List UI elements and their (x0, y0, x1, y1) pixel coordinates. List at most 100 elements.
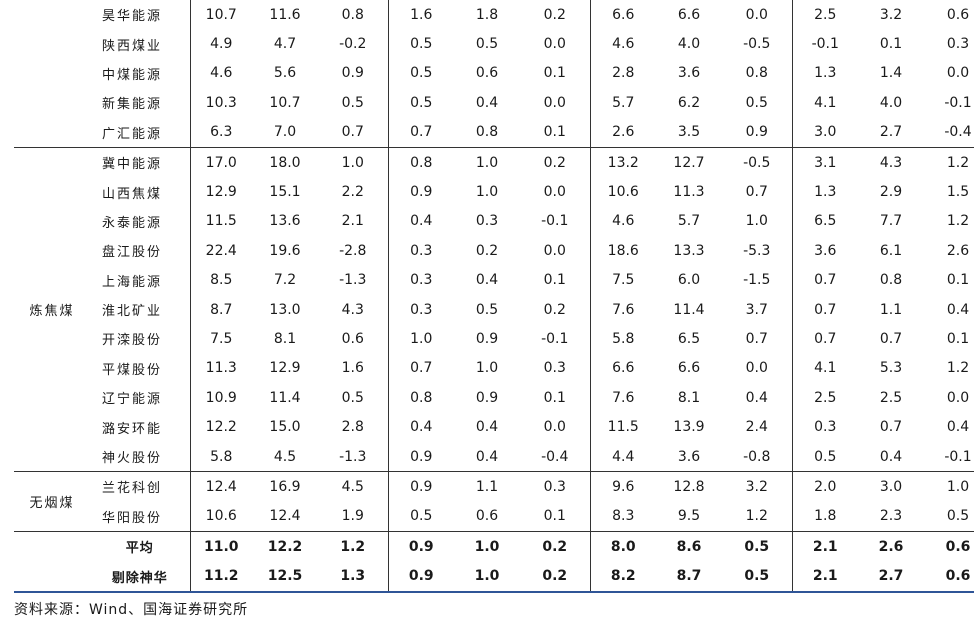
value-cell: 0.2 (475, 242, 499, 259)
value-cell: 1.0 (454, 146, 520, 178)
value-cell: 5.7 (677, 213, 701, 230)
value-cell: 0.5 (722, 531, 793, 562)
value-cell: 0.2 (520, 531, 591, 562)
value-cell: 3.1 (792, 146, 858, 178)
value-cell: 0.7 (814, 301, 837, 318)
value-cell: 6.3 (210, 124, 233, 141)
value-cell: 1.2 (946, 360, 970, 377)
value-cell: 0.8 (879, 272, 903, 289)
value-cell: 1.3 (814, 65, 837, 82)
company-name-cell: 开滦股份 (90, 324, 191, 354)
value-cell: -5.3 (722, 236, 793, 266)
value-cell: 0.2 (520, 294, 591, 325)
value-cell: 0.5 (318, 383, 389, 413)
value-cell: -0.2 (318, 29, 389, 59)
value-cell: 1.0 (475, 360, 499, 377)
value-cell: 11.0 (190, 531, 252, 562)
value-cell: 5.8 (210, 448, 233, 465)
company-name-cell: 新集能源 (90, 88, 191, 118)
value-cell: 11.2 (190, 561, 252, 593)
company-name-cell: 永泰能源 (90, 206, 191, 237)
value-cell: 8.1 (677, 389, 701, 406)
value-cell: 15.1 (269, 184, 301, 201)
value-cell: 4.4 (612, 448, 635, 465)
value-cell: -1.3 (318, 441, 389, 472)
value-cell: 16.9 (252, 471, 318, 502)
value-cell: 0.9 (475, 330, 499, 347)
value-cell: 4.5 (318, 471, 389, 502)
value-cell: 11.3 (205, 360, 237, 377)
value-cell: 3.7 (722, 294, 793, 325)
value-cell: 2.5 (879, 389, 903, 406)
summary-row: 剔除神华 11.2 12.5 1.3 0.9 1.0 0.2 8.2 8.7 0.5 2.1 2.7 0… (14, 561, 974, 593)
value-cell: 3.0 (814, 124, 837, 141)
value-cell: 0.7 (410, 124, 433, 141)
company-name-cell: 神火股份 (90, 441, 191, 472)
value-cell: 2.2 (318, 177, 389, 207)
value-cell: 2.4 (722, 412, 793, 442)
summary-row: 平均 11.0 12.2 1.2 0.9 1.0 0.2 8.0 8.6 0.5 2.1 2.6 0.6 (14, 531, 974, 562)
value-cell: 2.8 (612, 65, 635, 82)
value-cell: 10.7 (269, 94, 301, 111)
value-cell: 0.2 (520, 146, 591, 178)
value-cell: 9.5 (677, 508, 701, 525)
value-cell: 3.6 (677, 65, 701, 82)
value-cell: 2.1 (792, 531, 858, 562)
table-row: 潞安环能 12.2 15.0 2.8 0.4 0.4 0.0 11.5 13.9 2.4 0.3 0.… (14, 412, 974, 442)
value-cell: 4.7 (273, 36, 297, 53)
value-cell: 19.6 (269, 242, 301, 259)
value-cell: 17.0 (190, 146, 252, 178)
value-cell: 1.6 (410, 6, 433, 23)
table-row: 山西焦煤 12.9 15.1 2.2 0.9 1.0 0.0 10.6 11.3 0.7 1.3 2.… (14, 177, 974, 207)
value-cell: 0.2 (520, 0, 591, 30)
value-cell: -0.4 (944, 124, 972, 141)
value-cell: 0.4 (410, 419, 433, 436)
value-cell: 11.4 (673, 301, 705, 318)
value-cell: 5.3 (879, 360, 903, 377)
value-cell: 8.7 (210, 301, 233, 318)
value-cell: 0.7 (879, 419, 903, 436)
company-name-cell: 盘江股份 (90, 236, 191, 266)
summary-label-cell: 剔除神华 (90, 561, 191, 593)
value-cell: 0.7 (318, 117, 389, 148)
value-cell: 3.0 (858, 471, 924, 502)
value-cell: -0.1 (520, 206, 591, 237)
value-cell: 13.2 (590, 146, 656, 178)
value-cell: 0.4 (475, 94, 499, 111)
value-cell: 1.0 (454, 531, 520, 562)
table-row: 炼焦煤 冀中能源 17.0 18.0 1.0 0.8 1.0 0.2 13.2 12.7 -0.5 3… (14, 146, 974, 472)
value-cell: 15.0 (269, 419, 301, 436)
value-cell: 0.1 (879, 36, 903, 53)
value-cell: 1.0 (318, 146, 389, 178)
value-cell: 13.3 (673, 242, 705, 259)
company-name-cell: 平煤股份 (90, 353, 191, 384)
value-cell: 1.6 (318, 353, 389, 384)
table-row: 辽宁能源 10.9 11.4 0.5 0.8 0.9 0.1 7.6 8.1 0.4 2.5 2.5 0… (14, 383, 974, 413)
company-name-cell: 中煤能源 (90, 58, 191, 89)
value-cell: 6.6 (612, 360, 635, 377)
value-cell: 7.2 (273, 272, 297, 289)
value-cell: 2.7 (879, 124, 903, 141)
value-cell: 2.6 (612, 124, 635, 141)
value-cell: 8.7 (656, 561, 722, 593)
value-cell: 10.7 (205, 6, 237, 23)
value-cell: -1.3 (318, 265, 389, 295)
value-cell: 2.6 (946, 242, 970, 259)
value-cell: 1.0 (924, 471, 974, 502)
value-cell: 1.0 (475, 184, 499, 201)
company-name-cell: 兰花科创 (90, 471, 191, 502)
value-cell: 1.0 (410, 330, 433, 347)
value-cell: 2.6 (858, 531, 924, 562)
value-cell: 2.8 (318, 412, 389, 442)
company-name-cell: 山西焦煤 (90, 177, 191, 207)
value-cell: 0.1 (946, 330, 970, 347)
company-name-cell: 华阳股份 (90, 501, 191, 532)
value-cell: 0.7 (879, 330, 903, 347)
value-cell: 1.8 (475, 6, 499, 23)
value-cell: 12.4 (269, 508, 301, 525)
value-cell: 1.9 (318, 501, 389, 532)
table-row: 永泰能源 11.5 13.6 2.1 0.4 0.3 -0.1 4.6 5.7 1.0 6.5 7.7… (14, 206, 974, 237)
value-cell: 0.8 (318, 0, 389, 30)
value-cell: 0.6 (924, 561, 974, 593)
company-name-cell: 辽宁能源 (90, 383, 191, 413)
